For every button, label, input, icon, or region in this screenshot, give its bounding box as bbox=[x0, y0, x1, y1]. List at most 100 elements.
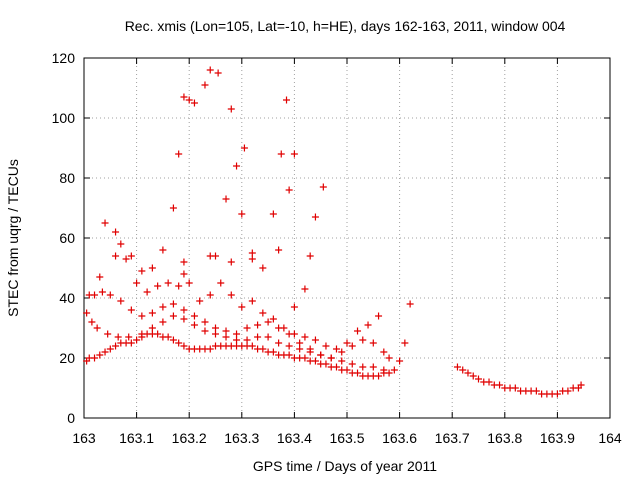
data-point bbox=[222, 327, 230, 335]
x-tick-label: 163.1 bbox=[119, 430, 154, 446]
data-point bbox=[106, 345, 114, 353]
data-point bbox=[148, 264, 156, 272]
data-point bbox=[375, 312, 383, 320]
data-point bbox=[343, 339, 351, 347]
x-tick-labels: 163 163.1 163.2 163.3 163.4 163.5 163.6 163.7 16… bbox=[72, 430, 622, 446]
data-point bbox=[112, 252, 120, 260]
data-point bbox=[117, 297, 125, 305]
data-point bbox=[233, 330, 241, 338]
data-point bbox=[259, 345, 267, 353]
data-point bbox=[96, 351, 104, 359]
data-point bbox=[240, 144, 248, 152]
data-point bbox=[196, 297, 204, 305]
y-axis-label: STEC from uqrg / TECUs bbox=[5, 159, 21, 317]
data-point bbox=[138, 267, 146, 275]
data-point bbox=[201, 327, 209, 335]
data-point bbox=[254, 321, 262, 329]
data-point bbox=[180, 315, 188, 323]
data-point bbox=[180, 270, 188, 278]
data-point bbox=[275, 339, 283, 347]
data-point bbox=[285, 351, 293, 359]
data-point bbox=[212, 330, 219, 338]
data-point bbox=[212, 324, 219, 332]
data-point bbox=[127, 252, 135, 260]
data-point bbox=[264, 318, 272, 326]
data-point bbox=[214, 69, 222, 77]
data-point bbox=[322, 342, 330, 350]
data-point bbox=[369, 363, 377, 371]
data-point bbox=[159, 318, 167, 326]
data-point bbox=[101, 348, 109, 356]
chart-title: Rec. xmis (Lon=105, Lat=-10, h=HE), days… bbox=[125, 18, 566, 34]
data-point bbox=[269, 210, 277, 218]
data-point bbox=[217, 279, 225, 287]
data-point bbox=[348, 342, 356, 350]
y-tick-label: 120 bbox=[52, 50, 76, 66]
x-tick-label: 163.5 bbox=[329, 430, 364, 446]
data-point bbox=[154, 282, 162, 290]
data-point bbox=[106, 291, 114, 299]
data-point bbox=[359, 336, 367, 344]
data-point bbox=[475, 375, 482, 383]
data-points bbox=[83, 66, 585, 398]
data-point bbox=[401, 339, 409, 347]
data-point bbox=[227, 105, 235, 113]
y-tick-label: 100 bbox=[52, 110, 76, 126]
data-point bbox=[290, 303, 298, 311]
data-point bbox=[248, 297, 256, 305]
x-tick-label: 163.6 bbox=[382, 430, 417, 446]
data-point bbox=[254, 333, 262, 341]
data-point bbox=[496, 381, 504, 389]
data-point bbox=[301, 333, 309, 341]
data-point bbox=[227, 258, 235, 266]
data-point bbox=[169, 312, 177, 320]
data-point bbox=[206, 66, 214, 74]
data-point bbox=[88, 318, 96, 326]
data-point bbox=[354, 327, 362, 335]
data-point bbox=[285, 186, 293, 194]
data-point bbox=[485, 378, 493, 386]
data-point bbox=[306, 345, 314, 353]
data-point bbox=[159, 303, 167, 311]
data-point bbox=[332, 345, 340, 353]
data-point bbox=[114, 333, 122, 341]
data-point bbox=[238, 303, 246, 311]
data-point bbox=[348, 360, 356, 368]
data-point bbox=[91, 291, 99, 299]
data-point bbox=[317, 351, 325, 359]
data-point bbox=[227, 291, 235, 299]
data-point bbox=[385, 369, 393, 377]
data-point bbox=[577, 381, 585, 389]
data-point bbox=[259, 264, 267, 272]
data-point bbox=[275, 246, 283, 254]
data-point bbox=[338, 357, 346, 365]
data-point bbox=[222, 333, 230, 341]
data-point bbox=[322, 360, 330, 368]
data-point bbox=[553, 390, 561, 398]
x-tick-label: 163 bbox=[72, 430, 96, 446]
data-point bbox=[248, 249, 256, 257]
data-point bbox=[148, 309, 156, 317]
data-point bbox=[380, 348, 388, 356]
data-point bbox=[332, 363, 340, 371]
x-tick-label: 163.7 bbox=[435, 430, 470, 446]
y-tick-label: 40 bbox=[59, 290, 75, 306]
data-point bbox=[101, 219, 109, 227]
x-axis-label: GPS time / Days of year 2011 bbox=[253, 458, 437, 474]
data-point bbox=[359, 363, 367, 371]
data-point bbox=[138, 330, 146, 338]
data-point bbox=[375, 372, 383, 380]
data-point bbox=[343, 366, 351, 374]
x-tick-label: 163.9 bbox=[540, 430, 575, 446]
data-point bbox=[248, 342, 256, 350]
data-point bbox=[206, 345, 214, 353]
data-point bbox=[259, 309, 267, 317]
data-point bbox=[269, 315, 277, 323]
data-point bbox=[459, 366, 467, 374]
data-point bbox=[206, 291, 214, 299]
data-point bbox=[222, 195, 230, 203]
x-tick-label: 163.2 bbox=[172, 430, 207, 446]
data-point bbox=[212, 252, 219, 260]
data-point bbox=[233, 162, 241, 170]
data-point bbox=[98, 288, 106, 296]
